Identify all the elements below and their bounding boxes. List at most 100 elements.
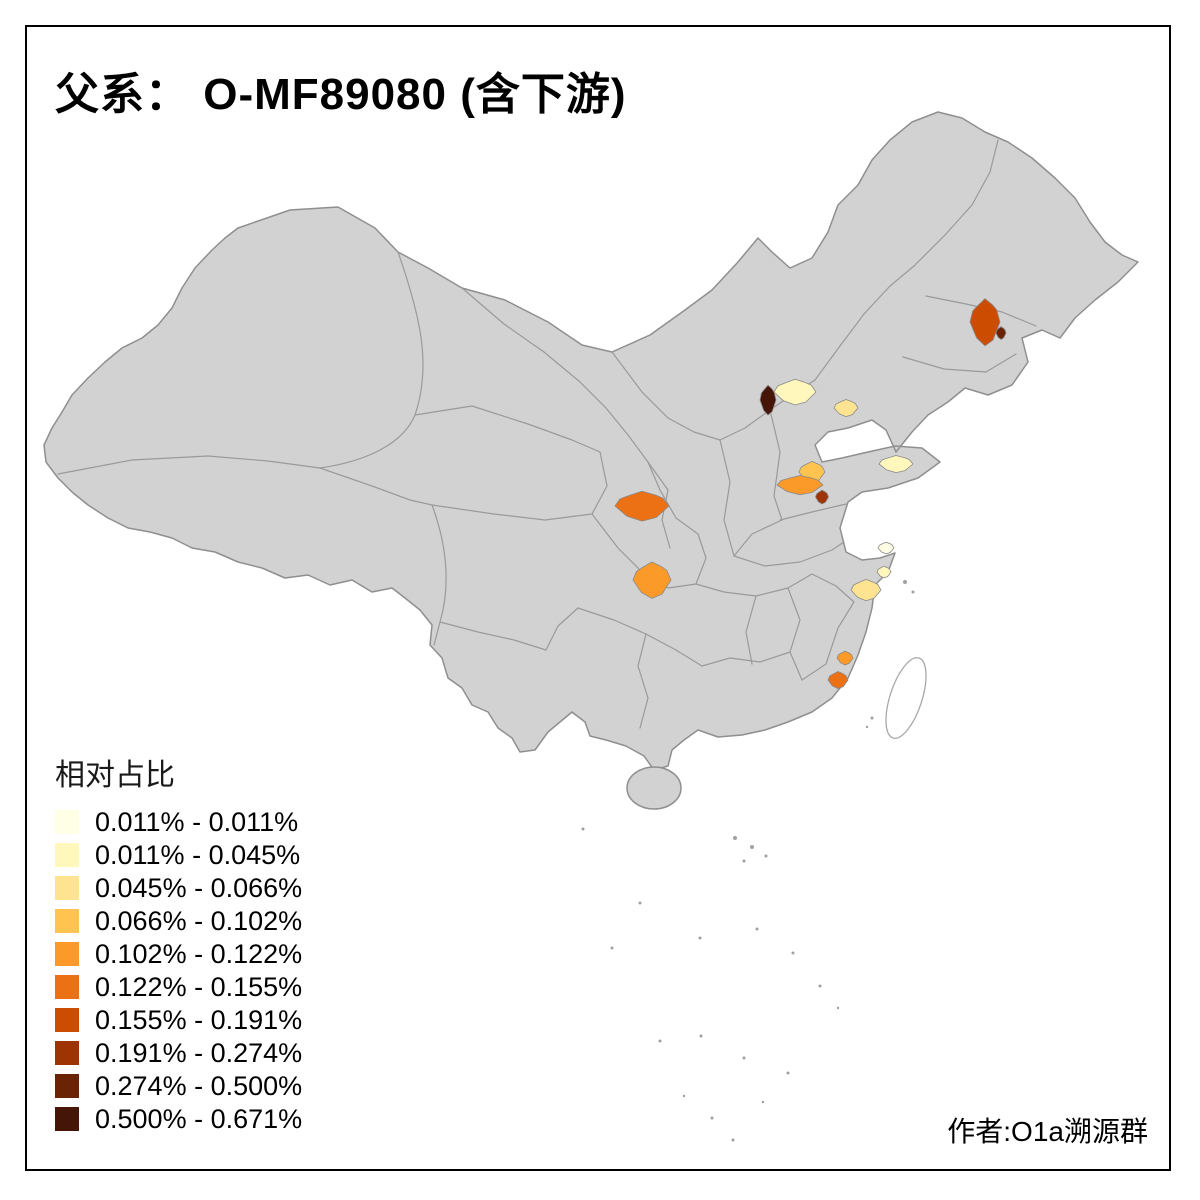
sea-island-dot: [610, 946, 614, 950]
legend-label: 0.500% - 0.671%: [95, 1104, 303, 1134]
hainan-island-shape: [626, 766, 682, 810]
map-region-northeast-dark-spot: [995, 326, 1007, 340]
legend-row: 0.191% - 0.274%: [55, 1038, 303, 1068]
sea-island-dot: [731, 1138, 735, 1142]
province-border: [461, 287, 649, 463]
legend-label: 0.045% - 0.066%: [95, 873, 303, 903]
province-border: [414, 405, 601, 453]
sea-island-dot: [761, 1100, 765, 1104]
legend-row: 0.155% - 0.191%: [55, 1005, 303, 1035]
province-border: [733, 519, 783, 557]
legend-label: 0.191% - 0.274%: [95, 1038, 303, 1068]
sea-island-dot: [870, 716, 874, 720]
legend: 相对占比 0.011% - 0.011% 0.011% - 0.045% 0.0…: [55, 750, 302, 1140]
sea-island-dot: [699, 1034, 703, 1038]
province-border: [787, 587, 803, 681]
legend-swatch: [55, 810, 79, 834]
province-border: [545, 607, 579, 651]
sea-island-dot: [710, 1116, 714, 1120]
legend-row: 0.011% - 0.011%: [55, 807, 302, 837]
legend-row: 0.011% - 0.045%: [55, 840, 302, 870]
province-border: [719, 439, 735, 557]
sea-island-dot: [682, 1094, 686, 1098]
province-border: [319, 251, 424, 469]
south-china-sea-islands: [581, 580, 915, 1142]
province-border: [647, 461, 677, 519]
map-region-fujian-orange-a: [836, 650, 854, 666]
legend-row: 0.045% - 0.066%: [55, 873, 303, 903]
map-region-fujian-orange-b: [827, 671, 849, 689]
legend-label: 0.011% - 0.011%: [95, 807, 299, 837]
sea-island-dot: [638, 901, 642, 905]
legend-row: 0.500% - 0.671%: [55, 1104, 303, 1134]
legend-swatch: [55, 1074, 79, 1098]
province-border: [431, 504, 447, 646]
map-region-beijing-dark: [759, 384, 777, 416]
sea-island-dot: [581, 827, 585, 831]
legend-swatch: [55, 1107, 79, 1131]
province-border: [913, 139, 999, 267]
legend-swatch: [55, 1041, 79, 1065]
sea-island-dot: [865, 725, 869, 729]
province-border: [745, 595, 757, 665]
sea-island-dot: [903, 580, 907, 584]
sea-island-dot: [836, 1006, 840, 1010]
legend-row: 0.122% - 0.155%: [55, 972, 303, 1002]
legend-label: 0.011% - 0.045%: [95, 840, 301, 870]
figure-title: 父系： O-MF89080 (含下游): [55, 70, 627, 119]
legend-swatch: [55, 1008, 79, 1032]
map-base-layer: [43, 111, 1139, 1142]
map-region-northeast-jilin: [969, 298, 1001, 347]
legend-swatch: [55, 843, 79, 867]
province-border: [57, 455, 321, 475]
sea-island-dot: [750, 845, 754, 849]
province-border: [637, 633, 649, 729]
province-border: [779, 503, 847, 521]
province-borders: [57, 139, 1037, 729]
map-region-chongqing-orange: [632, 561, 672, 599]
province-border: [769, 409, 783, 521]
legend-label: 0.274% - 0.500%: [95, 1071, 303, 1101]
province-border: [675, 649, 703, 667]
map-region-south-shaanxi-orange: [614, 490, 670, 522]
legend-swatch: [55, 942, 79, 966]
china-mainland-shape: [43, 111, 1139, 771]
province-border: [814, 265, 915, 381]
province-border: [902, 353, 1017, 373]
province-border: [675, 517, 707, 585]
legend-label: 0.155% - 0.191%: [95, 1005, 303, 1035]
legend-swatch: [55, 909, 79, 933]
legend-row: 0.066% - 0.102%: [55, 906, 303, 936]
province-border: [439, 621, 547, 651]
sea-island-dot: [658, 1039, 662, 1043]
legend-label: 0.122% - 0.155%: [95, 972, 303, 1002]
sea-island-dot: [733, 836, 737, 840]
map-region-henan-dark-spot: [815, 489, 829, 505]
author-credit: 作者:O1a溯源群: [947, 1116, 1148, 1147]
map-region-qinhuangdao-pale: [833, 399, 859, 417]
sea-island-dot: [755, 927, 759, 931]
map-region-hebei-pale: [773, 378, 817, 406]
province-border: [431, 451, 608, 521]
sea-island-dot: [911, 590, 915, 594]
highlighted-regions: [614, 298, 1007, 689]
legend-swatch: [55, 876, 79, 900]
legend-label: 0.066% - 0.102%: [95, 906, 303, 936]
legend-title: 相对占比: [55, 759, 175, 792]
province-border: [733, 541, 845, 567]
map-region-shandong-east-pale: [878, 455, 914, 473]
province-border: [577, 607, 677, 651]
taiwan-island-shape: [885, 657, 927, 739]
legend-label: 0.102% - 0.122%: [95, 939, 303, 969]
map-region-zhejiang-north-pale: [876, 565, 892, 579]
province-border: [811, 573, 855, 603]
sea-island-dot: [791, 951, 795, 955]
province-border: [319, 467, 433, 506]
sea-island-dot: [742, 859, 746, 863]
legend-rows: 0.011% - 0.011% 0.011% - 0.045% 0.045% -…: [55, 807, 303, 1134]
legend-row: 0.102% - 0.122%: [55, 939, 303, 969]
map-region-zhejiang-pale: [850, 579, 882, 602]
province-border: [801, 663, 827, 681]
